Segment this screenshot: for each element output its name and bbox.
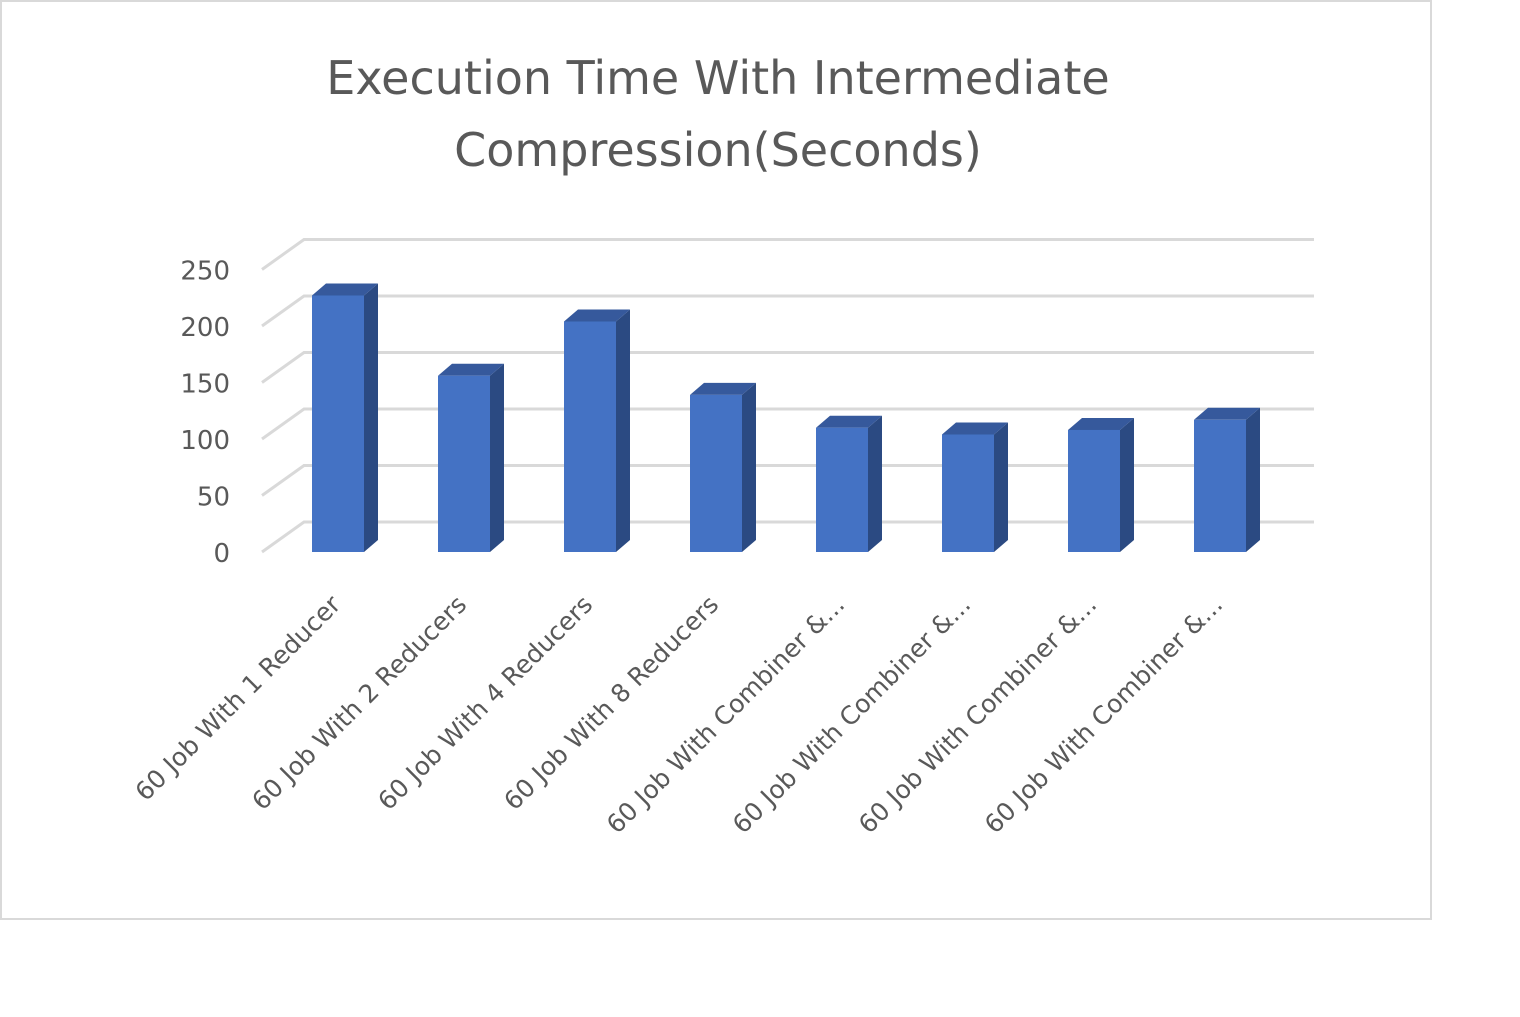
y-tick-label: 250 (180, 257, 230, 287)
bar-top (564, 309, 630, 322)
bar-top (690, 382, 756, 395)
bars (312, 283, 1260, 552)
bar-3 (564, 309, 630, 552)
y-tick-label: 100 (180, 426, 230, 456)
bar-front (816, 427, 868, 552)
bar-4 (690, 382, 756, 552)
x-category-label: 60 Job With 8 Reducers (498, 590, 724, 816)
x-category-label: 60 Job With Combiner &... (979, 590, 1228, 839)
bar-side (616, 309, 630, 552)
bar-top (816, 415, 882, 428)
bar-front (312, 295, 364, 552)
bar-top (942, 422, 1008, 435)
x-category-label: 60 Job With Combiner &... (601, 590, 850, 839)
bar-side (1246, 407, 1260, 552)
bar-2 (438, 363, 504, 552)
bar-6 (942, 422, 1008, 552)
gridline-0 (261, 520, 1314, 554)
bar-side (490, 363, 504, 552)
bar-side (868, 415, 882, 552)
bar-5 (816, 415, 882, 552)
chart-title: Execution Time With Intermediate Compres… (326, 51, 1110, 177)
bar-front (564, 321, 616, 552)
gridlines (261, 238, 1314, 554)
bar-side (994, 422, 1008, 552)
x-category-label: 60 Job With Combiner &... (727, 590, 976, 839)
y-tick-label: 50 (197, 483, 230, 513)
x-category-label: 60 Job With 1 Reducer (129, 589, 346, 806)
y-tick-label: 150 (180, 370, 230, 400)
x-category-label: 60 Job With 4 Reducers (372, 590, 598, 816)
bar-side (742, 382, 756, 552)
y-axis-ticks: 0 50 100 150 200 250 (180, 257, 230, 570)
bar-top (1194, 407, 1260, 420)
bar-8 (1194, 407, 1260, 552)
x-category-label: 60 Job With 2 Reducers (246, 590, 472, 816)
y-tick-label: 200 (180, 313, 230, 343)
gridline-150 (261, 351, 1314, 384)
bar-top (1068, 417, 1134, 430)
bar-1 (312, 283, 378, 552)
bar-7 (1068, 417, 1134, 552)
y-tick-label: 0 (213, 539, 230, 569)
x-category-label: 60 Job With Combiner &... (853, 590, 1102, 839)
bar-top (312, 283, 378, 296)
gridline-50 (261, 464, 1314, 497)
bar-front (1068, 429, 1120, 552)
bar-side (1120, 417, 1134, 552)
bar-top (438, 363, 504, 376)
bar-front (438, 375, 490, 552)
bar-front (690, 394, 742, 552)
bar-front (1194, 419, 1246, 552)
bar-front (942, 434, 994, 552)
gridline-100 (261, 407, 1314, 441)
bar-side (364, 283, 378, 552)
gridline-250 (261, 238, 1314, 271)
gridline-200 (261, 294, 1314, 328)
chart-frame: Execution Time With Intermediate Compres… (0, 0, 1432, 920)
